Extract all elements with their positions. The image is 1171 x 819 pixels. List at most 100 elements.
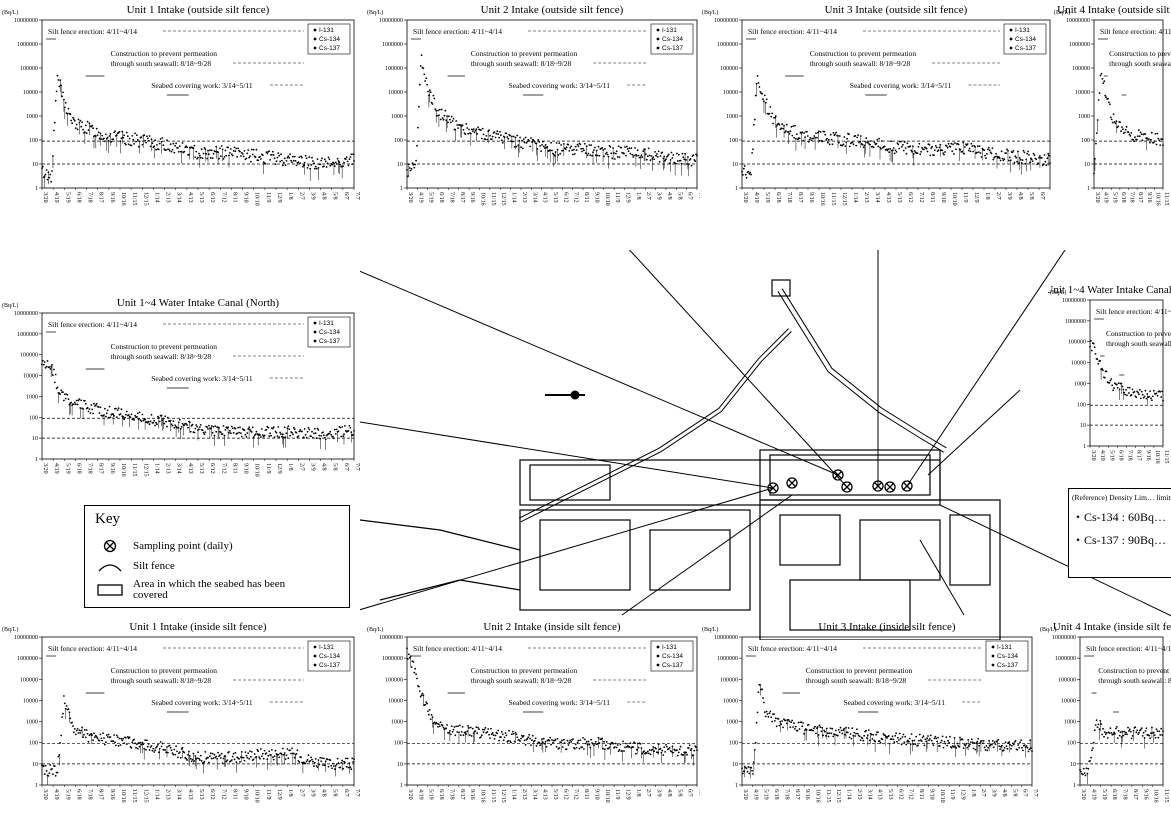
data-point: [411, 162, 414, 165]
data-point: [1098, 728, 1101, 731]
data-point: [44, 366, 47, 369]
data-point: [303, 428, 306, 430]
annotation-text: Silt fence erection: 4/11~4/14: [48, 27, 137, 36]
data-point: [1116, 726, 1118, 728]
data-point: [56, 386, 59, 389]
x-tick-label: 5/19: [1108, 450, 1114, 461]
data-point: [72, 725, 74, 727]
data-point: [535, 745, 538, 747]
data-point: [813, 135, 816, 137]
y-tick-label: 10000000: [379, 635, 403, 641]
data-point: [305, 760, 308, 763]
data-point: [311, 430, 313, 433]
data-point: [136, 134, 138, 137]
data-point: [348, 158, 351, 161]
data-point: [221, 762, 224, 765]
data-point: [531, 141, 533, 143]
data-point: [763, 94, 766, 97]
y-tick-label: 1000: [1064, 720, 1076, 726]
data-point: [513, 146, 516, 148]
data-point: [246, 432, 249, 434]
data-point: [89, 412, 92, 414]
data-point: [232, 432, 235, 434]
data-point: [929, 734, 932, 737]
data-point: [1109, 727, 1112, 730]
data-point: [425, 77, 428, 80]
data-point: [672, 154, 675, 156]
data-point: [1144, 730, 1147, 732]
data-point: [1029, 161, 1031, 164]
data-point: [307, 426, 310, 429]
x-tick-label: 3/9: [309, 463, 315, 471]
data-point: [567, 143, 570, 146]
data-point: [907, 739, 909, 742]
data-point: [317, 759, 320, 761]
data-point: [93, 732, 95, 735]
x-tick-label: 7/7: [354, 192, 360, 200]
chart-unit2-intake-outside: Unit 2 Intake (outside silt fence) (Bq/L)…: [365, 0, 705, 222]
data-point: [1038, 156, 1040, 159]
data-point: [855, 732, 857, 735]
data-point: [164, 749, 167, 751]
data-point: [492, 734, 495, 737]
data-point: [188, 750, 190, 753]
x-tick-label: 5/8: [1028, 192, 1034, 200]
data-point: [784, 131, 786, 134]
data-point: [115, 734, 118, 737]
data-point: [316, 158, 319, 161]
data-point: [187, 426, 189, 429]
data-point: [58, 85, 61, 88]
x-tick-label: 4/13: [187, 463, 193, 474]
data-point: [77, 118, 80, 121]
data-point: [826, 137, 828, 140]
data-point: [223, 156, 226, 158]
data-point: [1008, 741, 1011, 743]
data-point: [1125, 389, 1127, 391]
data-point: [1115, 727, 1117, 730]
data-point: [178, 418, 181, 421]
data-point: [636, 742, 639, 745]
legend-entry: I-131: [662, 644, 677, 651]
data-point: [64, 707, 67, 710]
annotation-text: Construction to prevent permeation: [1106, 329, 1171, 338]
data-point: [163, 148, 166, 150]
data-point: [963, 152, 965, 155]
data-point: [284, 164, 287, 167]
data-point: [424, 80, 427, 82]
x-tick-label: 12/15: [841, 192, 847, 206]
data-point: [975, 742, 978, 745]
data-point: [1103, 735, 1105, 738]
data-point: [507, 740, 510, 742]
data-point: [278, 436, 281, 439]
data-point: [788, 133, 791, 135]
data-point: [881, 738, 884, 741]
data-point: [937, 736, 939, 739]
data-point: [471, 727, 474, 730]
data-point: [923, 744, 926, 747]
data-point: [923, 148, 925, 151]
data-point: [185, 757, 188, 760]
data-point: [554, 738, 557, 741]
data-point: [71, 721, 73, 724]
data-point: [898, 732, 901, 735]
data-point: [646, 155, 649, 158]
data-point: [844, 733, 846, 736]
data-point: [771, 112, 774, 115]
data-point: [347, 164, 350, 167]
data-point: [349, 156, 352, 158]
x-tick-label: 4/8: [1017, 192, 1023, 200]
data-point: [531, 734, 534, 737]
data-point: [306, 430, 309, 433]
data-point: [805, 729, 808, 731]
data-point: [798, 137, 801, 140]
data-point: [877, 731, 879, 734]
legend-entry: Cs-134: [997, 653, 1018, 660]
data-point: [580, 147, 583, 150]
data-point: [276, 156, 279, 159]
y-tick-label: 1000000: [717, 656, 738, 662]
data-point: [291, 161, 293, 164]
data-point: [334, 161, 337, 164]
data-point: [1108, 382, 1111, 384]
data-point: [420, 54, 423, 57]
data-point: [279, 431, 281, 434]
